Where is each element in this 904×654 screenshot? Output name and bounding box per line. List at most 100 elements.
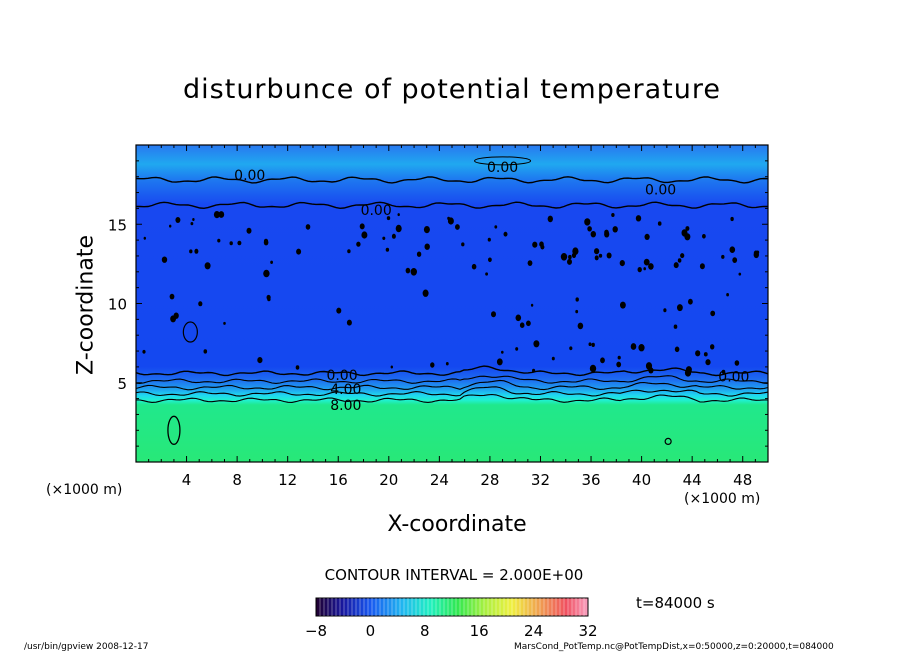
contour-loop bbox=[182, 321, 198, 343]
contour-blob bbox=[673, 324, 678, 329]
contour-blob bbox=[619, 260, 625, 267]
contour-blob bbox=[189, 249, 193, 254]
contour-blob bbox=[461, 242, 465, 247]
contour-blob bbox=[397, 213, 400, 217]
contour-blob bbox=[560, 252, 568, 261]
contour-blob bbox=[336, 307, 342, 314]
time-label: t=84000 s bbox=[636, 594, 715, 612]
contour-blob bbox=[519, 322, 525, 329]
contour-blob bbox=[391, 233, 396, 239]
contour-blob bbox=[487, 237, 491, 242]
contour-blob bbox=[657, 221, 662, 226]
contour-blob bbox=[447, 216, 450, 220]
contour-blob bbox=[674, 346, 680, 353]
contour-blob bbox=[213, 211, 220, 219]
contour-line bbox=[135, 176, 769, 184]
contour-blob bbox=[501, 350, 504, 354]
contour-blob bbox=[416, 251, 422, 257]
contour-blob bbox=[643, 267, 646, 271]
contour-blob bbox=[390, 365, 393, 369]
contour-line bbox=[135, 386, 769, 397]
contour-blob bbox=[237, 240, 242, 246]
contour-blob bbox=[532, 368, 536, 373]
contour-interval-label: CONTOUR INTERVAL = 2.000E+00 bbox=[324, 566, 584, 584]
contour-blob bbox=[600, 357, 605, 364]
contour-blob bbox=[175, 217, 181, 223]
footer-source: MarsCond_PotTemp.nc@PotTempDist,x=0:5000… bbox=[514, 642, 834, 652]
contour-blob bbox=[223, 321, 226, 325]
x-tick-label: 40 bbox=[632, 471, 651, 489]
contour-blob bbox=[430, 362, 435, 368]
contour-blob bbox=[569, 346, 573, 351]
contour-label: 0.00 bbox=[361, 203, 392, 219]
contour-blob bbox=[617, 355, 621, 360]
contour-label: 0.00 bbox=[718, 369, 749, 385]
contour-blob bbox=[194, 248, 199, 254]
x-tick-label: 44 bbox=[683, 471, 702, 489]
contour-blob bbox=[730, 216, 734, 222]
contour-blob bbox=[680, 253, 685, 259]
contour-blob bbox=[359, 223, 365, 230]
footer-program: /usr/bin/gpview 2008-12-17 bbox=[24, 642, 149, 652]
contour-blob bbox=[637, 267, 642, 273]
y-tick-label: 10 bbox=[108, 296, 127, 314]
contour-blob bbox=[515, 314, 522, 322]
contour-line bbox=[135, 375, 769, 384]
contour-blob bbox=[491, 311, 496, 318]
contour-blob bbox=[246, 227, 252, 234]
contour-blob bbox=[423, 226, 430, 234]
contour-blob bbox=[382, 236, 386, 240]
contour-blob bbox=[270, 260, 273, 264]
contour-blob bbox=[142, 349, 146, 354]
contour-blob bbox=[612, 226, 618, 233]
contour-blob bbox=[169, 293, 175, 300]
contour-label: 0.00 bbox=[234, 168, 265, 184]
contour-blob bbox=[753, 250, 759, 256]
contour-blob bbox=[575, 297, 579, 302]
contour-blob bbox=[591, 342, 595, 347]
contour-blob bbox=[169, 224, 172, 228]
contour-loop bbox=[474, 156, 532, 166]
contour-line bbox=[135, 379, 769, 391]
contour-label: 8.00 bbox=[330, 398, 361, 414]
contour-blob bbox=[568, 254, 572, 260]
contour-line bbox=[135, 201, 769, 210]
contour-blob bbox=[203, 349, 208, 354]
x-tick-label: 48 bbox=[733, 471, 752, 489]
contour-line bbox=[135, 365, 769, 377]
x-tick-label: 36 bbox=[581, 471, 600, 489]
contour-blob bbox=[455, 224, 460, 230]
contour-blob bbox=[594, 248, 600, 255]
colorbar-tick-label: −8 bbox=[305, 622, 327, 640]
contour-blob bbox=[630, 343, 637, 350]
x-tick-label: 4 bbox=[182, 471, 192, 489]
heatmap-field bbox=[136, 145, 768, 462]
contour-blob bbox=[663, 308, 667, 313]
contour-blob bbox=[305, 224, 311, 230]
contour-blob bbox=[257, 357, 263, 364]
contour-blob bbox=[575, 309, 579, 314]
contour-blob bbox=[530, 303, 534, 307]
x-axis-label: X-coordinate bbox=[387, 512, 527, 537]
chart-title: disturbunce of potential temperature bbox=[183, 74, 721, 105]
contour-blob bbox=[705, 359, 711, 366]
contour-blob bbox=[738, 272, 742, 276]
contour-blob bbox=[677, 304, 683, 312]
x-tick-label: 28 bbox=[480, 471, 499, 489]
contour-blob bbox=[710, 344, 715, 350]
contour-blob bbox=[424, 243, 430, 250]
contour-blob bbox=[567, 258, 572, 265]
contour-blob bbox=[590, 231, 596, 238]
contour-blob bbox=[143, 236, 146, 240]
x-tick-label: 32 bbox=[531, 471, 550, 489]
contour-blob bbox=[190, 222, 194, 226]
contour-blob bbox=[485, 272, 488, 276]
contour-blob bbox=[703, 352, 708, 357]
contour-blob bbox=[732, 257, 738, 263]
contour-blob bbox=[263, 238, 269, 244]
y-axis-ticks: 5 10 15 bbox=[108, 160, 768, 447]
y-tick-label: 15 bbox=[108, 216, 127, 234]
contour-blob bbox=[527, 260, 533, 266]
x-unit-right: (×1000 m) bbox=[684, 491, 761, 507]
